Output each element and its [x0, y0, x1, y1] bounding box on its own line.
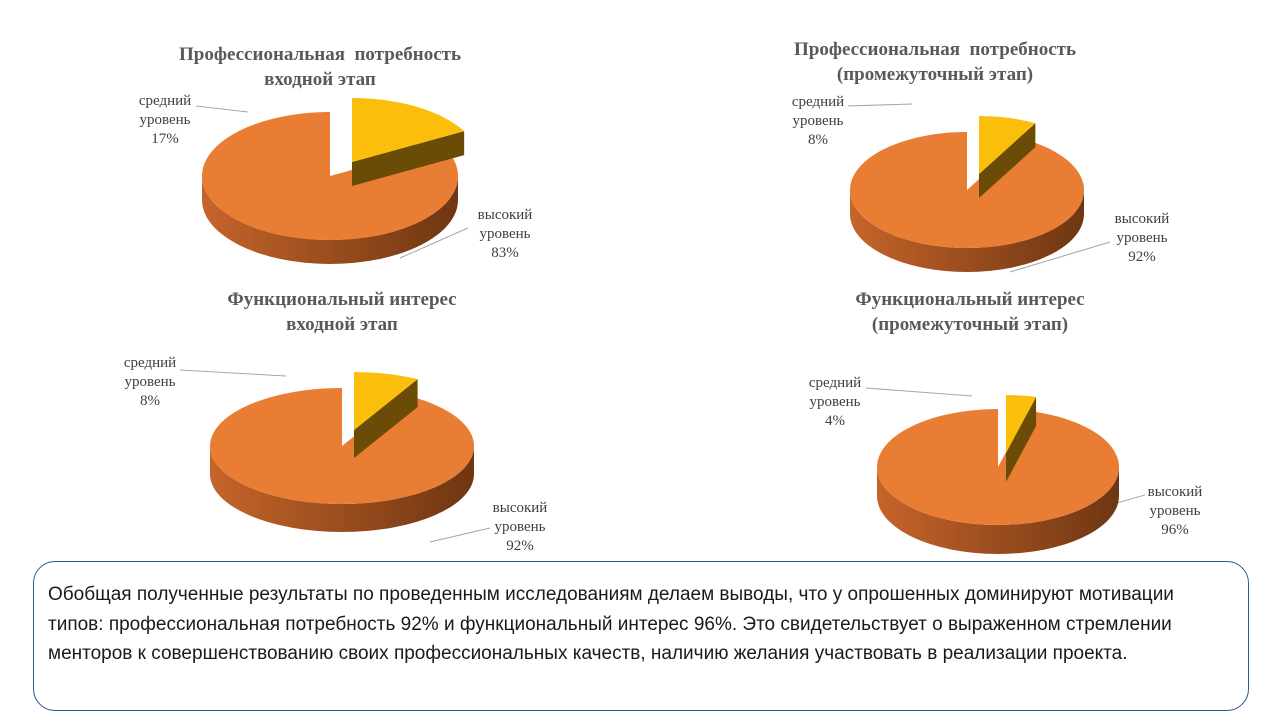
slice-label-high-name: высокий уровень — [1114, 211, 1170, 246]
slice-mid — [1006, 395, 1037, 453]
slice-label-high-name: высокий уровень — [1147, 484, 1203, 519]
slice-mid — [979, 116, 1036, 174]
chart-title: Профессиональная потребность входной эта… — [178, 44, 462, 90]
summary-box: Обобщая полученные результаты по проведе… — [33, 561, 1249, 711]
slice-high-side — [202, 176, 458, 264]
pie-chart-prof-need-intermediate: Профессиональная потребность (промежуточ… — [0, 0, 1280, 285]
chart-title: Функциональный интерес входной этап — [227, 289, 457, 335]
slice-mid-cut-wall — [1006, 396, 1037, 482]
slice-label-mid-value: 8% — [140, 393, 160, 409]
slice-high-side — [877, 467, 1119, 554]
slice-high — [209, 388, 474, 505]
slice-mid-cut-wall — [354, 379, 418, 458]
leader-line-mid — [195, 105, 249, 113]
slice-label-high-value: 92% — [506, 538, 534, 554]
pie-svg — [865, 387, 1146, 554]
slice-mid — [354, 372, 418, 430]
slice-label-mid-value: 17% — [151, 131, 179, 147]
leader-line-mid — [847, 103, 913, 107]
slice-label-high-name: высокий уровень — [477, 207, 533, 242]
summary-text: Обобщая полученные результаты по проведе… — [48, 584, 1174, 664]
slice-high — [876, 408, 1119, 525]
pie-chart-func-interest-intermediate: Функциональный интерес (промежуточный эт… — [808, 289, 1203, 554]
chart-title: Функциональный интерес (промежуточный эт… — [855, 289, 1085, 335]
slice-mid-cut-wall — [352, 131, 465, 186]
slice-label-mid-name: средний уровень — [791, 94, 845, 129]
slice-high-side — [850, 190, 1084, 272]
leader-line-high — [399, 227, 469, 259]
slice-high-side — [210, 446, 474, 532]
slice-label-mid-name: средний уровень — [123, 355, 177, 390]
pie-svg — [847, 103, 1111, 273]
leader-line-mid — [865, 387, 973, 397]
slice-label-high-name: высокий уровень — [492, 500, 548, 535]
leader-line-mid — [179, 369, 287, 377]
slice-label-high-value: 83% — [491, 245, 519, 261]
slice-high — [850, 132, 1084, 248]
pie-svg — [179, 369, 491, 543]
slice-high — [202, 112, 459, 241]
slice-label-mid-name: средний уровень — [138, 93, 192, 128]
slice-mid-cut-wall — [979, 123, 1036, 198]
slice-label-mid-value: 4% — [825, 413, 845, 429]
pie-chart-func-interest-entry: Функциональный интерес входной этап сред… — [0, 0, 640, 560]
slice-mid — [352, 98, 465, 162]
chart-title: Профессиональная потребность (промежуточ… — [793, 39, 1077, 85]
slice-label-mid-name: средний уровень — [808, 375, 862, 410]
leader-line-high — [1009, 241, 1111, 273]
slice-label-high-value: 96% — [1161, 522, 1189, 538]
slice-label-mid-value: 8% — [808, 132, 828, 148]
pie-chart-prof-need-entry: Профессиональная потребность входной эта… — [0, 0, 640, 285]
pie-svg — [195, 98, 469, 264]
leader-line-high — [429, 527, 491, 543]
slice-label-high-value: 92% — [1128, 249, 1156, 265]
